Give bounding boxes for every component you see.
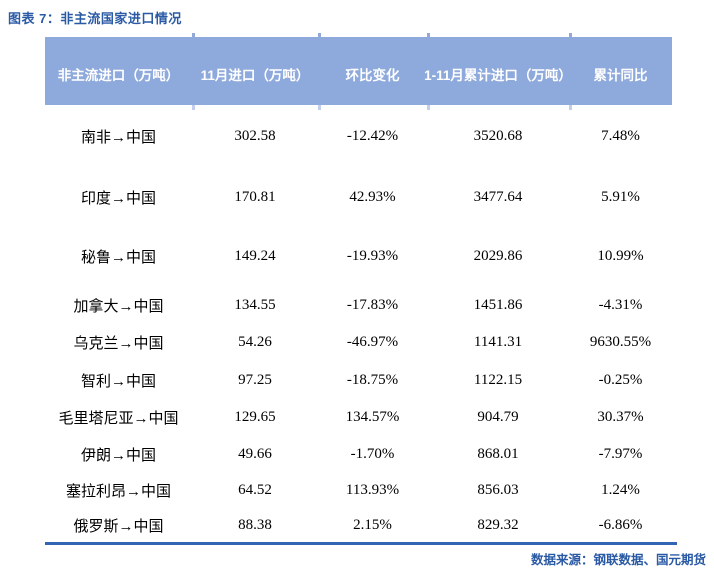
- cell-cum_yoy: 7.48%: [601, 127, 640, 144]
- column-divider-tick: [318, 33, 321, 37]
- cell-nov_import: 129.65: [234, 409, 276, 425]
- cell-cum_import: 904.79: [477, 409, 519, 425]
- cell-mom_change: -12.42%: [346, 127, 399, 144]
- cell-mom_change: -17.83%: [346, 296, 399, 313]
- cell-route: 塞拉利昂→中国: [65, 484, 171, 500]
- table-row: 毛里塔尼亚→中国 129.65 134.57% 904.79 30.37%: [45, 399, 672, 436]
- cell-nov_import: 149.24: [234, 248, 276, 264]
- table-row: 智利→中国 97.25 -18.75% 1122.15 -0.25%: [45, 361, 672, 399]
- header-cell-cum_import: 1-11月累计进口（万吨）: [424, 67, 572, 83]
- cell-cum_import: 1122.15: [473, 371, 523, 388]
- cell-cum_import: 856.03: [477, 482, 519, 498]
- cell-mom_change: 113.93%: [345, 482, 400, 498]
- header-cell-nov_import: 11月进口（万吨）: [200, 67, 310, 83]
- cell-nov_import: 134.55: [234, 296, 276, 313]
- cell-route: 加拿大→中国: [73, 298, 164, 315]
- cell-cum_import: 3477.64: [473, 188, 523, 205]
- cell-route: 俄罗斯→中国: [73, 518, 164, 535]
- cell-mom_change: -18.75%: [346, 371, 399, 388]
- figure-title: 图表 7：非主流国家进口情况: [8, 11, 182, 26]
- cell-route: 秘鲁→中国: [80, 250, 156, 266]
- header-cell-cum_yoy: 累计同比: [593, 67, 648, 83]
- cell-cum_import: 1141.31: [473, 334, 523, 350]
- cell-cum_import: 1451.86: [473, 296, 523, 313]
- cell-mom_change: -1.70%: [350, 446, 395, 462]
- cell-cum_yoy: 5.91%: [601, 188, 640, 205]
- cell-nov_import: 170.81: [234, 188, 276, 205]
- cell-cum_yoy: -7.97%: [598, 446, 643, 462]
- column-divider-tick: [427, 105, 430, 110]
- table-row: 塞拉利昂→中国 64.52 113.93% 856.03 1.24%: [45, 473, 672, 508]
- table-row: 加拿大→中国 134.55 -17.83% 1451.86 -4.31%: [45, 286, 672, 324]
- column-divider-tick: [569, 105, 572, 110]
- cell-nov_import: 49.66: [238, 446, 272, 462]
- table-row: 印度→中国 170.81 42.93% 3477.64 5.91%: [45, 167, 672, 227]
- cell-nov_import: 302.58: [234, 127, 276, 144]
- table-row: 秘鲁→中国 149.24 -19.93% 2029.86 10.99%: [45, 227, 672, 286]
- table-bottom-rule: [45, 542, 677, 545]
- column-divider-tick: [192, 105, 195, 110]
- header-cell-route: 非主流进口（万吨）: [57, 67, 180, 83]
- data-source-note: 数据来源：钢联数据、国元期货: [530, 553, 706, 567]
- column-divider-tick: [318, 105, 321, 110]
- cell-route: 印度→中国: [80, 190, 156, 207]
- column-divider-tick: [569, 33, 572, 37]
- cell-cum_import: 2029.86: [473, 248, 523, 264]
- cell-cum_yoy: -6.86%: [598, 516, 643, 533]
- cell-nov_import: 88.38: [238, 516, 272, 533]
- cell-nov_import: 97.25: [238, 371, 272, 388]
- cell-route: 伊朗→中国: [80, 448, 156, 464]
- cell-nov_import: 54.26: [238, 334, 272, 350]
- cell-route: 智利→中国: [80, 373, 156, 390]
- cell-cum_yoy: 10.99%: [597, 248, 644, 264]
- table-row: 俄罗斯→中国 88.38 2.15% 829.32 -6.86%: [45, 508, 672, 542]
- cell-mom_change: -46.97%: [346, 334, 399, 350]
- cell-cum_yoy: -0.25%: [598, 371, 643, 388]
- cell-cum_yoy: -4.31%: [598, 296, 643, 313]
- header-cell-mom_change: 环比变化: [345, 67, 400, 83]
- column-divider-tick: [427, 33, 430, 37]
- cell-cum_import: 868.01: [477, 446, 519, 462]
- cell-mom_change: 42.93%: [349, 188, 396, 205]
- cell-cum_import: 829.32: [477, 516, 519, 533]
- cell-route: 毛里塔尼亚→中国: [58, 411, 179, 427]
- table-row: 南非→中国 302.58 -12.42% 3520.68 7.48%: [45, 105, 672, 167]
- import-table: 非主流进口（万吨） 11月进口（万吨） 环比变化 1-11月累计进口（万吨） 累计同比 …: [45, 33, 672, 542]
- cell-route: 南非→中国: [80, 129, 156, 146]
- cell-cum_import: 3520.68: [473, 127, 523, 144]
- cell-nov_import: 64.52: [238, 482, 272, 498]
- cell-route: 乌克兰→中国: [73, 336, 164, 352]
- cell-mom_change: 134.57%: [345, 409, 400, 425]
- column-divider-tick: [192, 33, 195, 37]
- cell-cum_yoy: 1.24%: [601, 482, 640, 498]
- table-row: 乌克兰→中国 54.26 -46.97% 1141.31 9630.55%: [45, 324, 672, 361]
- cell-cum_yoy: 9630.55%: [589, 334, 652, 350]
- cell-cum_yoy: 30.37%: [597, 409, 644, 425]
- cell-mom_change: 2.15%: [353, 516, 392, 533]
- table-header-row: 非主流进口（万吨） 11月进口（万吨） 环比变化 1-11月累计进口（万吨） 累计同比: [45, 33, 672, 110]
- cell-mom_change: -19.93%: [346, 248, 399, 264]
- table-body: 南非→中国 302.58 -12.42% 3520.68 7.48% 印度→中国 170.8…: [45, 105, 672, 542]
- table-row: 伊朗→中国 49.66 -1.70% 868.01 -7.97%: [45, 436, 672, 473]
